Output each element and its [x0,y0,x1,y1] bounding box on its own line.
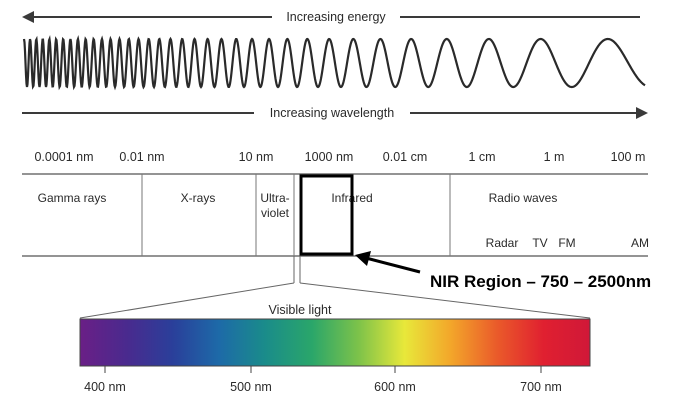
visible-zoom-lines: Visible light [79,256,591,319]
scale-label: 1000 nm [305,150,354,164]
energy-label: Increasing energy [286,10,386,24]
wavelength-arrow: Increasing wavelength [22,106,648,120]
energy-arrow: Increasing energy [22,10,640,24]
visible-tick-label: 600 nm [374,380,416,394]
region-am: AM [631,236,649,250]
spectrum-band-table: Gamma rays X-rays Ultra- violet Infrared… [22,173,649,257]
scale-label: 1 cm [468,150,495,164]
visible-light-label: Visible light [268,303,332,317]
scale-labels: 0.0001 nm 0.01 nm 10 nm 1000 nm 0.01 cm … [34,150,645,164]
region-radio: Radio waves [489,191,558,205]
region-gamma: Gamma rays [38,191,107,205]
visible-tick-label: 500 nm [230,380,272,394]
scale-label: 10 nm [239,150,274,164]
nir-callout: NIR Region – 750 – 2500nm [355,251,651,291]
region-radar: Radar [486,236,519,250]
scale-label: 100 m [611,150,646,164]
wave-curve [22,34,646,91]
scale-label: 0.01 cm [383,150,427,164]
scale-label: 1 m [544,150,565,164]
visible-spectrum-bar [79,318,591,367]
scale-label: 0.01 nm [119,150,164,164]
wavelength-label: Increasing wavelength [270,106,394,120]
region-tv: TV [532,236,547,250]
visible-ticks: 400 nm 500 nm 600 nm 700 nm [84,366,562,394]
visible-tick-label: 400 nm [84,380,126,394]
nir-callout-label: NIR Region – 750 – 2500nm [430,272,651,291]
region-fm: FM [558,236,575,250]
scale-label: 0.0001 nm [34,150,93,164]
region-ultraviolet-2: violet [261,206,290,220]
region-xrays: X-rays [181,191,216,205]
visible-tick-label: 700 nm [520,380,562,394]
region-ultraviolet-1: Ultra- [260,191,289,205]
nir-highlight-box [299,174,354,256]
